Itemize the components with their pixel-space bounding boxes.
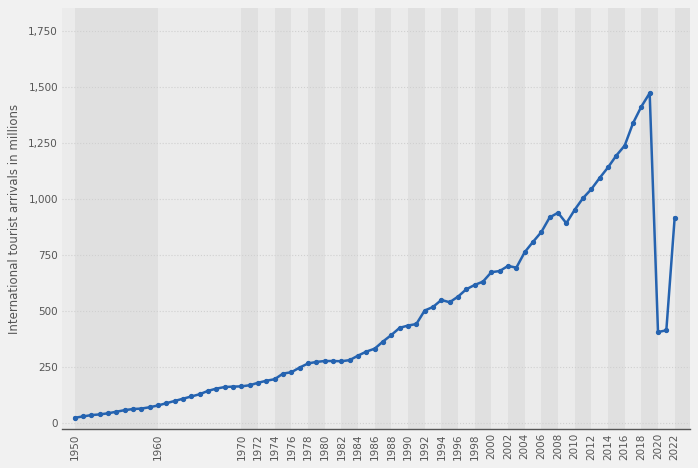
- Bar: [458, 8, 475, 429]
- Bar: [158, 8, 242, 429]
- Bar: [275, 8, 291, 429]
- Bar: [591, 8, 608, 429]
- Bar: [325, 8, 341, 429]
- Bar: [574, 8, 591, 429]
- Bar: [542, 8, 558, 429]
- Bar: [358, 8, 375, 429]
- Bar: [291, 8, 308, 429]
- Bar: [441, 8, 458, 429]
- Bar: [525, 8, 542, 429]
- Bar: [658, 8, 675, 429]
- Bar: [675, 8, 690, 429]
- Bar: [62, 8, 75, 429]
- Bar: [625, 8, 641, 429]
- Bar: [641, 8, 658, 429]
- Bar: [424, 8, 441, 429]
- Bar: [491, 8, 508, 429]
- Bar: [341, 8, 358, 429]
- Bar: [558, 8, 574, 429]
- Bar: [308, 8, 325, 429]
- Bar: [392, 8, 408, 429]
- Bar: [242, 8, 258, 429]
- Bar: [408, 8, 424, 429]
- Bar: [258, 8, 275, 429]
- Bar: [75, 8, 158, 429]
- Bar: [375, 8, 392, 429]
- Bar: [508, 8, 525, 429]
- Bar: [475, 8, 491, 429]
- Y-axis label: International tourist arrivals in millions: International tourist arrivals in millio…: [8, 103, 22, 334]
- Bar: [608, 8, 625, 429]
